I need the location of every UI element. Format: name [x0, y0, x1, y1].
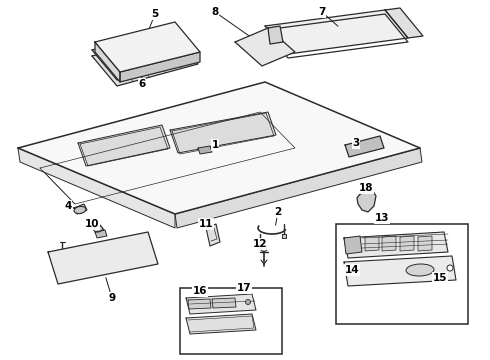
Polygon shape — [18, 82, 420, 214]
Circle shape — [447, 265, 453, 271]
Polygon shape — [78, 125, 170, 166]
Polygon shape — [235, 28, 295, 66]
Polygon shape — [400, 236, 414, 251]
Polygon shape — [95, 230, 107, 238]
Text: 12: 12 — [253, 239, 267, 249]
Text: 18: 18 — [359, 183, 373, 193]
Text: 14: 14 — [344, 265, 359, 275]
Polygon shape — [175, 148, 422, 228]
Circle shape — [245, 300, 250, 305]
Ellipse shape — [94, 226, 102, 232]
Text: 8: 8 — [211, 7, 219, 17]
Text: 17: 17 — [237, 283, 251, 293]
Text: 6: 6 — [138, 79, 146, 89]
Circle shape — [261, 244, 268, 252]
Bar — [180, 288, 282, 354]
Polygon shape — [198, 146, 212, 154]
Polygon shape — [268, 26, 283, 44]
Text: 9: 9 — [108, 293, 116, 303]
Polygon shape — [344, 232, 448, 258]
Polygon shape — [344, 256, 456, 286]
Polygon shape — [418, 236, 432, 251]
Ellipse shape — [74, 206, 86, 213]
Text: 3: 3 — [352, 138, 360, 148]
Text: 11: 11 — [199, 219, 213, 229]
Polygon shape — [95, 42, 120, 82]
Polygon shape — [120, 52, 200, 82]
Polygon shape — [94, 225, 104, 233]
Polygon shape — [382, 236, 396, 251]
Polygon shape — [345, 136, 384, 157]
Polygon shape — [92, 34, 198, 86]
Text: 15: 15 — [433, 273, 447, 283]
Polygon shape — [265, 10, 408, 54]
Bar — [336, 224, 468, 324]
Text: 4: 4 — [64, 201, 72, 211]
Polygon shape — [48, 232, 158, 284]
Text: 13: 13 — [375, 213, 389, 223]
Text: 1: 1 — [211, 140, 219, 150]
Polygon shape — [344, 236, 362, 254]
Polygon shape — [18, 148, 175, 228]
Polygon shape — [170, 112, 276, 153]
Text: 5: 5 — [151, 9, 159, 19]
Polygon shape — [357, 190, 376, 212]
Polygon shape — [186, 294, 256, 314]
Polygon shape — [206, 224, 220, 246]
Polygon shape — [258, 244, 262, 248]
Polygon shape — [92, 28, 198, 80]
Polygon shape — [74, 204, 87, 214]
Polygon shape — [212, 298, 236, 308]
Polygon shape — [282, 234, 286, 238]
Text: 16: 16 — [193, 286, 207, 296]
Polygon shape — [365, 236, 379, 251]
Text: 10: 10 — [85, 219, 99, 229]
Polygon shape — [95, 22, 200, 72]
Text: 2: 2 — [274, 207, 282, 217]
Ellipse shape — [406, 264, 434, 276]
Polygon shape — [188, 299, 211, 309]
Text: 7: 7 — [318, 7, 326, 17]
Polygon shape — [385, 8, 423, 38]
Polygon shape — [186, 314, 256, 334]
